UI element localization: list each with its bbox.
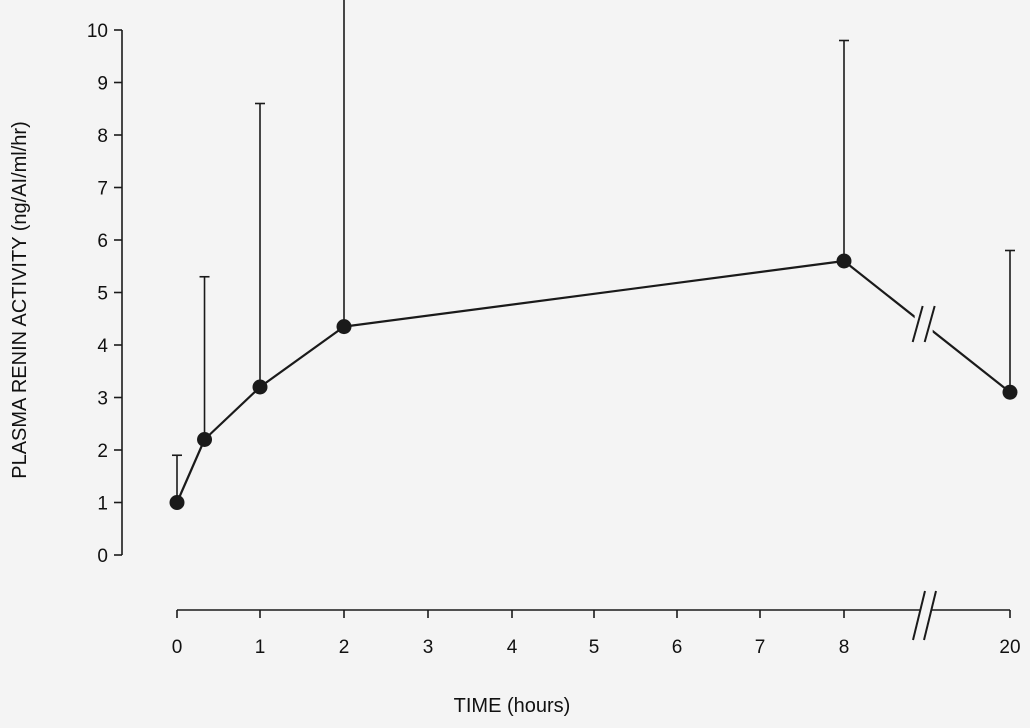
data-point	[197, 432, 213, 447]
x-tick-label: 7	[755, 637, 766, 658]
y-tick-label: 4	[97, 336, 108, 357]
x-axis-break-mark	[923, 590, 937, 641]
y-tick-label: 10	[87, 21, 108, 42]
x-tick-label: 5	[589, 637, 600, 658]
x-tick-label: 8	[839, 637, 850, 658]
series-line-segment	[175, 439, 206, 503]
series-line-segment	[343, 259, 845, 328]
x-axis-break-mark	[912, 590, 926, 641]
series-line-segment	[259, 325, 345, 388]
data-point	[252, 379, 268, 395]
y-tick-label: 0	[97, 546, 108, 567]
data-point	[169, 495, 185, 510]
line-break-mark	[923, 305, 936, 343]
y-tick-label: 2	[97, 441, 108, 462]
x-tick-label: 4	[507, 637, 518, 658]
series-line-segment	[203, 386, 261, 441]
x-tick-label: 0	[172, 637, 183, 658]
y-tick-label: 1	[97, 494, 108, 515]
x-tick-label: 1	[255, 637, 266, 658]
x-axis-title: TIME (hours)	[454, 695, 571, 717]
x-tick-label: 20	[999, 637, 1020, 658]
y-tick-label: 6	[97, 231, 108, 252]
x-tick-label: 6	[672, 637, 683, 658]
y-tick-label: 3	[97, 389, 108, 410]
data-point	[336, 319, 352, 335]
data-point	[1002, 384, 1018, 400]
x-tick-label: 3	[423, 637, 434, 658]
line-break-mark	[911, 305, 924, 343]
y-tick-label: 7	[97, 179, 108, 200]
x-tick-label: 2	[339, 637, 350, 658]
data-point	[836, 253, 852, 269]
y-tick-label: 8	[97, 126, 108, 147]
y-axis-title: PLASMA RENIN ACTIVITY (ng/AI/ml/hr)	[9, 121, 31, 479]
y-tick-label: 9	[97, 74, 108, 95]
y-tick-label: 5	[97, 284, 108, 305]
